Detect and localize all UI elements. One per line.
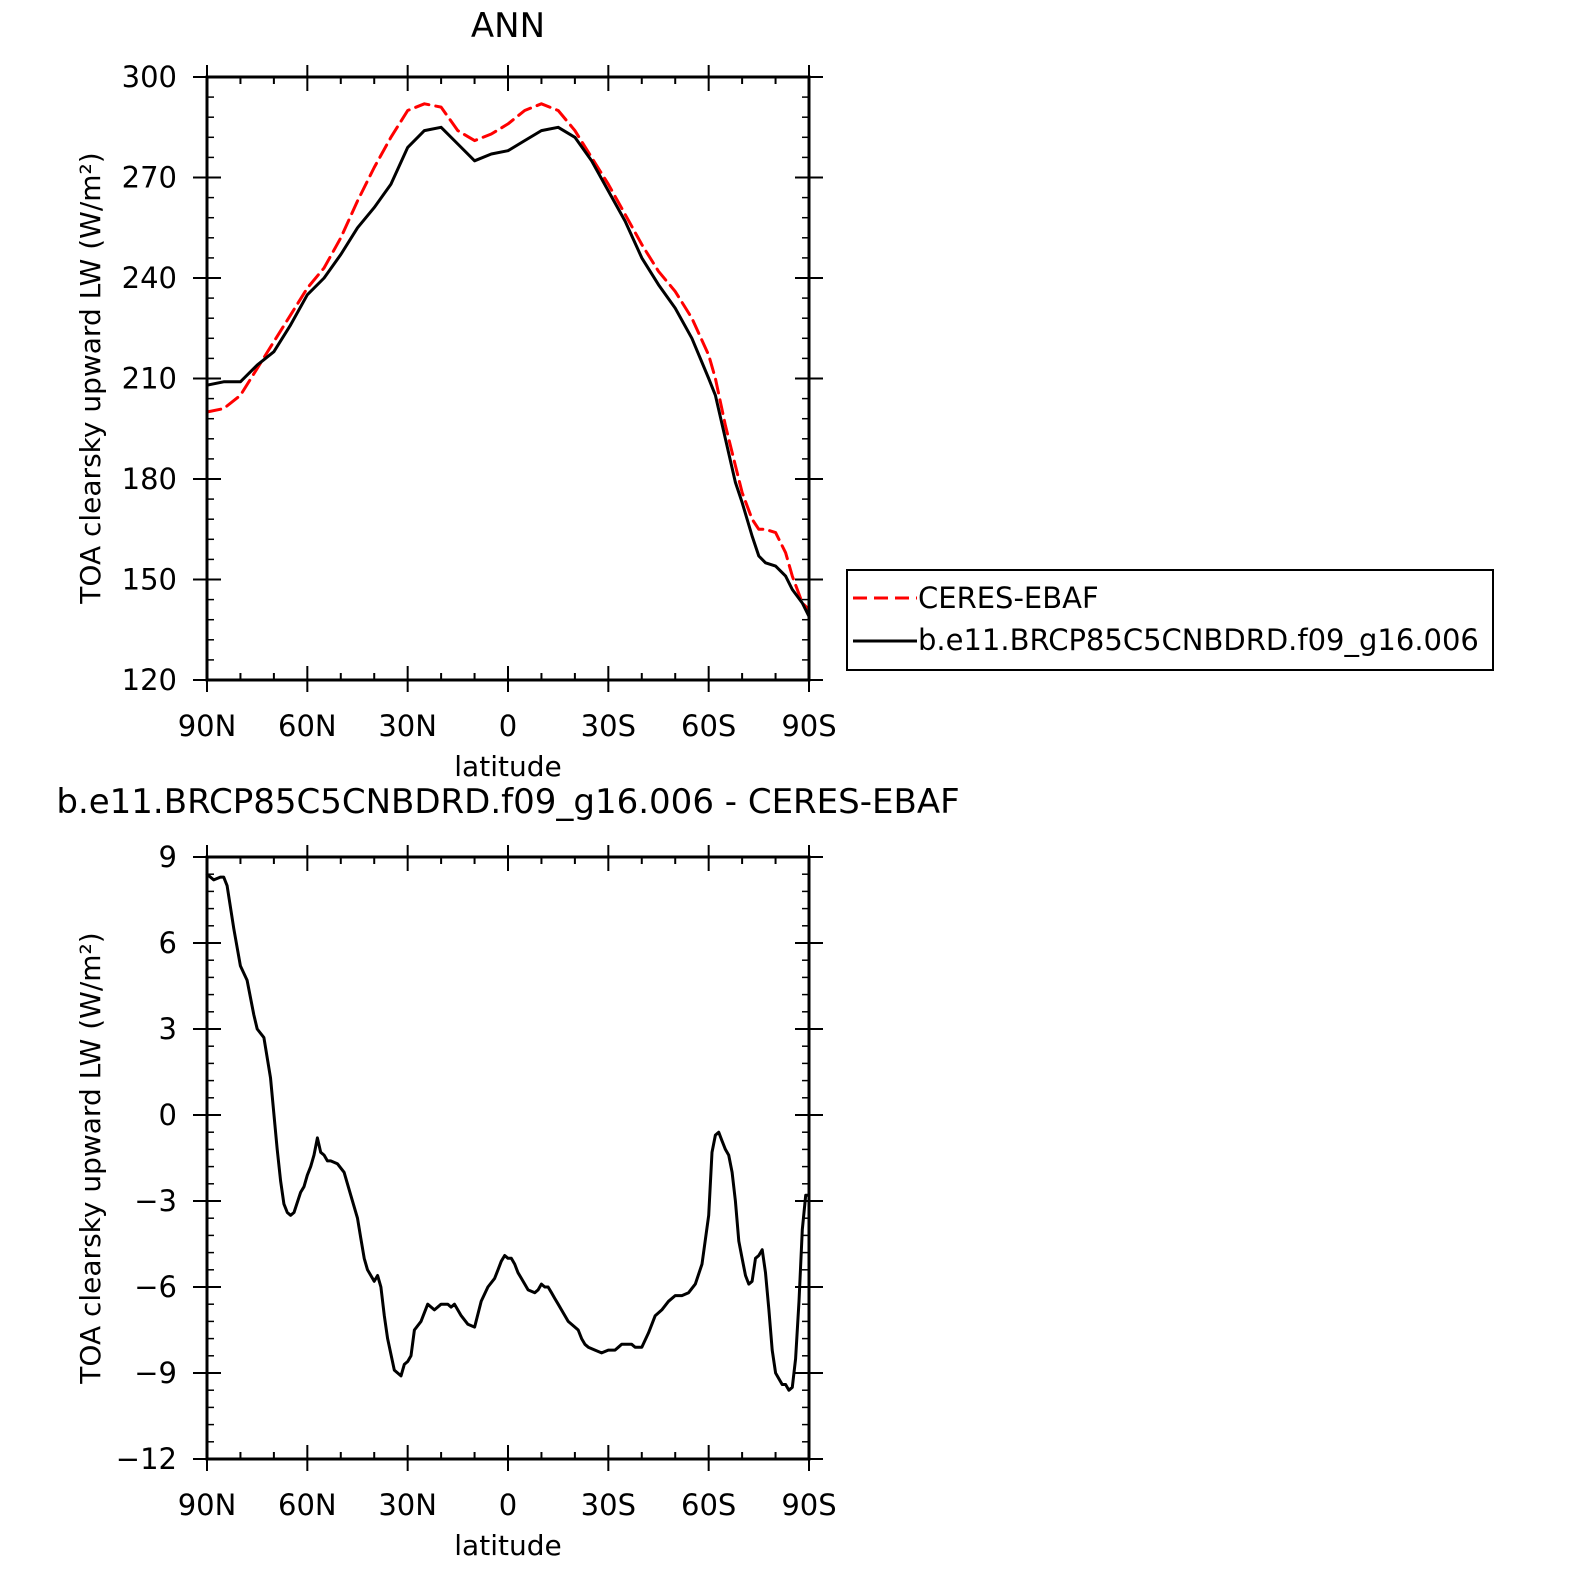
top-ytick-label: 270 <box>122 161 177 195</box>
bottom-xaxis-label: latitude <box>454 1529 561 1562</box>
legend: CERES-EBAF b.e11.BRCP85C5CNBDRD.f09_g16.… <box>846 569 1494 671</box>
bot-ytick-label: 3 <box>159 1012 177 1046</box>
bot-xtick-label: 60N <box>278 1488 337 1522</box>
bot-xtick-label: 0 <box>499 1488 517 1522</box>
top-ytick-label: 150 <box>122 563 177 597</box>
bot-ytick-label: −3 <box>134 1184 177 1218</box>
top-ytick-label: 300 <box>122 60 177 94</box>
bottom-plot-frame <box>205 855 811 1461</box>
top-plot-frame <box>205 75 811 682</box>
top-series-line-0 <box>205 102 811 612</box>
top-xtick-label: 60N <box>278 709 337 743</box>
legend-label-ceres: CERES-EBAF <box>918 581 1099 615</box>
bot-ytick-label: 9 <box>159 840 177 874</box>
bot-ytick-label: 0 <box>159 1098 177 1132</box>
bot-xtick-label: 30S <box>581 1488 636 1522</box>
bottom-chart-title: b.e11.BRCP85C5CNBDRD.f09_g16.006 - CERES… <box>56 782 959 822</box>
top-xtick-label: 90N <box>178 709 237 743</box>
top-series-line-1 <box>205 125 811 618</box>
bot-ytick-label: 6 <box>159 926 177 960</box>
top-xtick-label: 30S <box>581 709 636 743</box>
top-xtick-label: 90S <box>781 709 836 743</box>
top-ytick-label: 120 <box>122 663 177 697</box>
bot-ytick-label: −6 <box>134 1270 177 1304</box>
top-yaxis-label: TOA clearsky upward LW (W/m²) <box>74 152 107 604</box>
top-ytick-label: 210 <box>122 362 177 396</box>
bot-xtick-label: 90N <box>178 1488 237 1522</box>
top-chart-title: ANN <box>471 6 545 46</box>
bottom-panel: b.e11.BRCP85C5CNBDRD.f09_g16.006 - CERES… <box>56 782 959 1562</box>
top-xtick-label: 0 <box>499 709 517 743</box>
top-panel: ANN 90N 60N 30N 0 30S 60S 90S 120 150 180 210 240 27… <box>74 6 1494 783</box>
bot-xtick-label: 60S <box>681 1488 736 1522</box>
legend-label-model: b.e11.BRCP85C5CNBDRD.f09_g16.006 <box>918 623 1479 657</box>
top-xtick-label: 30N <box>378 709 437 743</box>
bot-ytick-label: −12 <box>116 1442 177 1476</box>
bot-xtick-label: 90S <box>781 1488 836 1522</box>
top-ytick-label: 240 <box>122 261 177 295</box>
top-ytick-label: 180 <box>122 462 177 496</box>
bot-ytick-label: −9 <box>134 1356 177 1390</box>
bot-xtick-label: 30N <box>378 1488 437 1522</box>
top-xtick-label: 60S <box>681 709 736 743</box>
bot-series-line-0 <box>205 872 811 1392</box>
bottom-yaxis-label: TOA clearsky upward LW (W/m²) <box>74 932 107 1384</box>
legend-box <box>846 569 1494 671</box>
top-xaxis-label: latitude <box>454 750 561 783</box>
